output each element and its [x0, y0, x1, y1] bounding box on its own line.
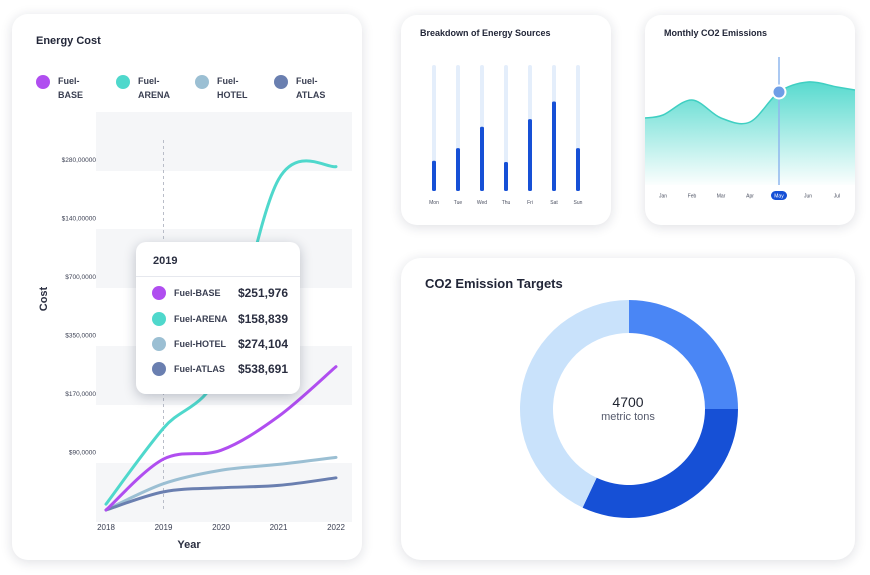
x-tick-label: Mon	[429, 200, 439, 206]
tooltip-year: 2019	[153, 255, 178, 267]
tooltip-row: Fuel-ARENA $158,839	[152, 312, 288, 328]
tooltip-row: Fuel-HOTEL $274,104	[152, 337, 288, 353]
breakdown-title: Breakdown of Energy Sources	[420, 28, 551, 38]
breakdown-chart[interactable]: Mon Tue Wed Thu Fri Sat Sun	[401, 15, 611, 225]
area-line	[645, 81, 855, 125]
x-tick-label: Jan	[659, 194, 667, 200]
x-tick-label: Thu	[502, 200, 511, 206]
breakdown-card: Breakdown of Energy Sources Mon Tue Wed Thu…	[401, 15, 611, 225]
bar	[552, 101, 556, 191]
emission-targets-card: CO2 Emission Targets 4700 metric tons	[401, 258, 855, 560]
donut-slice-2	[582, 409, 738, 518]
tooltip-dot-icon	[152, 312, 166, 326]
chart-tooltip: 2019 Fuel-BASE $251,976 Fuel-ARENA $158,…	[136, 242, 300, 394]
x-tick-label: Tue	[454, 200, 463, 206]
tooltip-series-name: Fuel-HOTEL	[174, 339, 226, 349]
legend-dot-icon	[116, 75, 130, 89]
bar-track	[504, 65, 508, 191]
x-tick-label: Mar	[717, 194, 726, 200]
legend-label: Fuel-HOTEL	[217, 76, 248, 100]
legend-dot-icon	[274, 75, 288, 89]
x-tick-label: 2019	[155, 523, 173, 532]
bar	[576, 148, 580, 191]
tooltip-series-name: Fuel-ATLAS	[174, 364, 225, 374]
monthly-emissions-chart[interactable]: Jan Feb Mar Apr May Jun Jul	[645, 15, 855, 225]
series-line-fuel-hotel	[104, 455, 338, 512]
tooltip-series-value: $251,976	[237, 286, 288, 300]
energy-cost-card: Energy Cost Fuel-BASE Fuel-ARENA Fuel-HO…	[12, 14, 362, 560]
legend-item-fuel-arena[interactable]: Fuel-ARENA	[116, 74, 178, 102]
selected-point-marker	[771, 84, 787, 100]
legend-item-fuel-base[interactable]: Fuel-BASE	[36, 74, 98, 102]
x-tick-label: May	[774, 194, 784, 200]
donut-slice-3	[520, 300, 629, 508]
tooltip-dot-icon	[152, 337, 166, 351]
bar	[480, 126, 484, 191]
y-tick-label: $280,00000	[62, 157, 97, 164]
bar	[432, 160, 436, 191]
monthly-emissions-title: Monthly CO2 Emissions	[664, 28, 768, 38]
x-tick-label: 2018	[97, 523, 115, 532]
x-tick-label: Wed	[477, 200, 487, 206]
legend-dot-icon	[36, 75, 50, 89]
donut-center-unit: metric tons	[601, 411, 655, 423]
x-tick-label: Jul	[834, 194, 840, 200]
x-tick-label: Sat	[550, 200, 558, 206]
donut-center-value: 4700	[612, 394, 644, 410]
energy-cost-legend: Fuel-BASE Fuel-ARENA Fuel-HOTEL Fuel-ATL…	[36, 74, 356, 108]
y-tick-label: $170,0000	[65, 391, 96, 398]
bar	[528, 119, 532, 191]
legend-dot-icon	[195, 75, 209, 89]
tooltip-divider	[136, 276, 300, 277]
emission-targets-donut[interactable]	[401, 258, 855, 560]
x-tick-label: Sun	[574, 200, 583, 206]
tooltip-series-value: $538,691	[237, 362, 288, 376]
area-fill	[645, 81, 855, 185]
bar	[504, 162, 508, 191]
tooltip-dot-icon	[152, 286, 166, 300]
y-tick-label: $140,00000	[62, 216, 97, 223]
tooltip-row: Fuel-ATLAS $538,691	[152, 362, 288, 378]
bar	[456, 148, 460, 191]
x-tick-label: Feb	[688, 194, 697, 200]
x-tick-label: 2022	[327, 523, 345, 532]
selected-month-pill	[771, 191, 787, 200]
tooltip-dot-icon	[152, 362, 166, 376]
tooltip-series-name: Fuel-ARENA	[174, 314, 228, 324]
donut-slice-1	[629, 300, 738, 409]
bar-track	[432, 65, 436, 191]
energy-cost-title: Energy Cost	[36, 35, 101, 47]
y-tick-label: $700,0000	[65, 274, 96, 281]
x-tick-label: 2021	[270, 523, 288, 532]
series-line-fuel-base	[104, 365, 338, 512]
legend-item-fuel-atlas[interactable]: Fuel-ATLAS	[274, 74, 336, 102]
legend-item-fuel-hotel[interactable]: Fuel-HOTEL	[195, 74, 257, 102]
x-tick-label: Jun	[804, 194, 812, 200]
grid-band	[96, 463, 352, 522]
x-tick-label: Fri	[527, 200, 533, 206]
x-tick-label: Apr	[746, 194, 754, 200]
tooltip-series-value: $274,104	[237, 337, 288, 351]
x-tick-label: 2020	[212, 523, 230, 532]
tooltip-series-name: Fuel-BASE	[174, 288, 221, 298]
legend-label: Fuel-ATLAS	[296, 76, 326, 100]
legend-label: Fuel-BASE	[58, 76, 84, 100]
y-tick-label: $350,0000	[65, 333, 96, 340]
tooltip-series-value: $158,839	[237, 312, 288, 326]
emission-targets-title: CO2 Emission Targets	[425, 276, 563, 291]
x-axis-title: Year	[177, 539, 201, 551]
y-axis-title: Cost	[38, 286, 50, 311]
tooltip-row: Fuel-BASE $251,976	[152, 286, 288, 302]
monthly-emissions-card: Monthly CO2 Emissions Jan Feb Mar Apr May Jun…	[645, 15, 855, 225]
series-line-fuel-atlas	[104, 476, 338, 512]
y-tick-label: $90,0000	[69, 450, 96, 457]
legend-label: Fuel-ARENA	[138, 76, 171, 100]
